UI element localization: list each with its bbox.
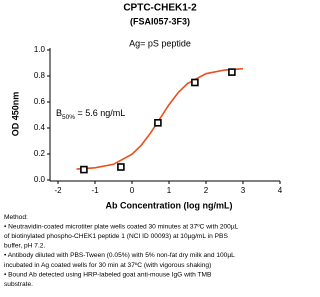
x-tick-label: 3 [241,186,246,195]
data-point [228,68,236,76]
b50-base: B [56,108,62,118]
x-tick-label: 0 [130,186,135,195]
x-tick-label: -1 [91,186,99,195]
x-axis-label: Ab Concentration (log ng/mL) [106,200,233,210]
x-tick-label: 2 [204,186,209,195]
x-tick-label: 1 [167,186,172,195]
y-tick-label: 0.2 [34,149,46,158]
chart-title: CPTC-CHEK1-2 [123,3,197,14]
method-notes: Method: • Neutravidin-coated microtiter p… [4,214,239,288]
data-point [117,163,125,171]
b50-label: B50% = 5.6 ng/mL [56,108,125,120]
b50-sub: 50% [62,114,75,121]
chart: CPTC-CHEK1-2 (FSAI057-3F3) Ag= pS peptid… [4,3,283,288]
note-line: substrate. [4,281,33,288]
y-tick-label: 0.4 [34,123,46,132]
fit-curve [76,67,244,170]
x-tick-label: -2 [54,186,62,195]
data-point [191,78,199,87]
y-tick-label: 0.6 [34,97,46,106]
antigen-label: Ag= pS peptide [129,38,191,48]
x-tick-label: 4 [278,186,283,195]
y-tick-label: 0.8 [34,71,46,80]
note-line: Method: [4,214,28,221]
b50-text: = 5.6 ng/mL [75,108,125,118]
y-axis-label: OD 450nm [10,92,20,137]
y-tick-label: 0.0 [34,175,46,184]
chart-subtitle: (FSAI057-3F3) [130,16,190,26]
note-line: • Bound Ab detected using HRP-labeled go… [4,271,212,278]
note-line: buffer, pH 7.2. [4,243,45,250]
data-point [80,165,88,174]
note-line: incubated in Ag coated wells for 30 min … [4,262,211,269]
data-point [154,119,162,127]
y-tick-label: 1.0 [34,45,46,54]
note-line: • Antibody diluted with PBS-Tween (0.05%… [4,252,235,259]
note-line: • Neutravidin-coated microtiter plate we… [4,223,239,230]
note-line: of biotinylated phospho-CHEK1 peptide 1 … [4,233,228,240]
